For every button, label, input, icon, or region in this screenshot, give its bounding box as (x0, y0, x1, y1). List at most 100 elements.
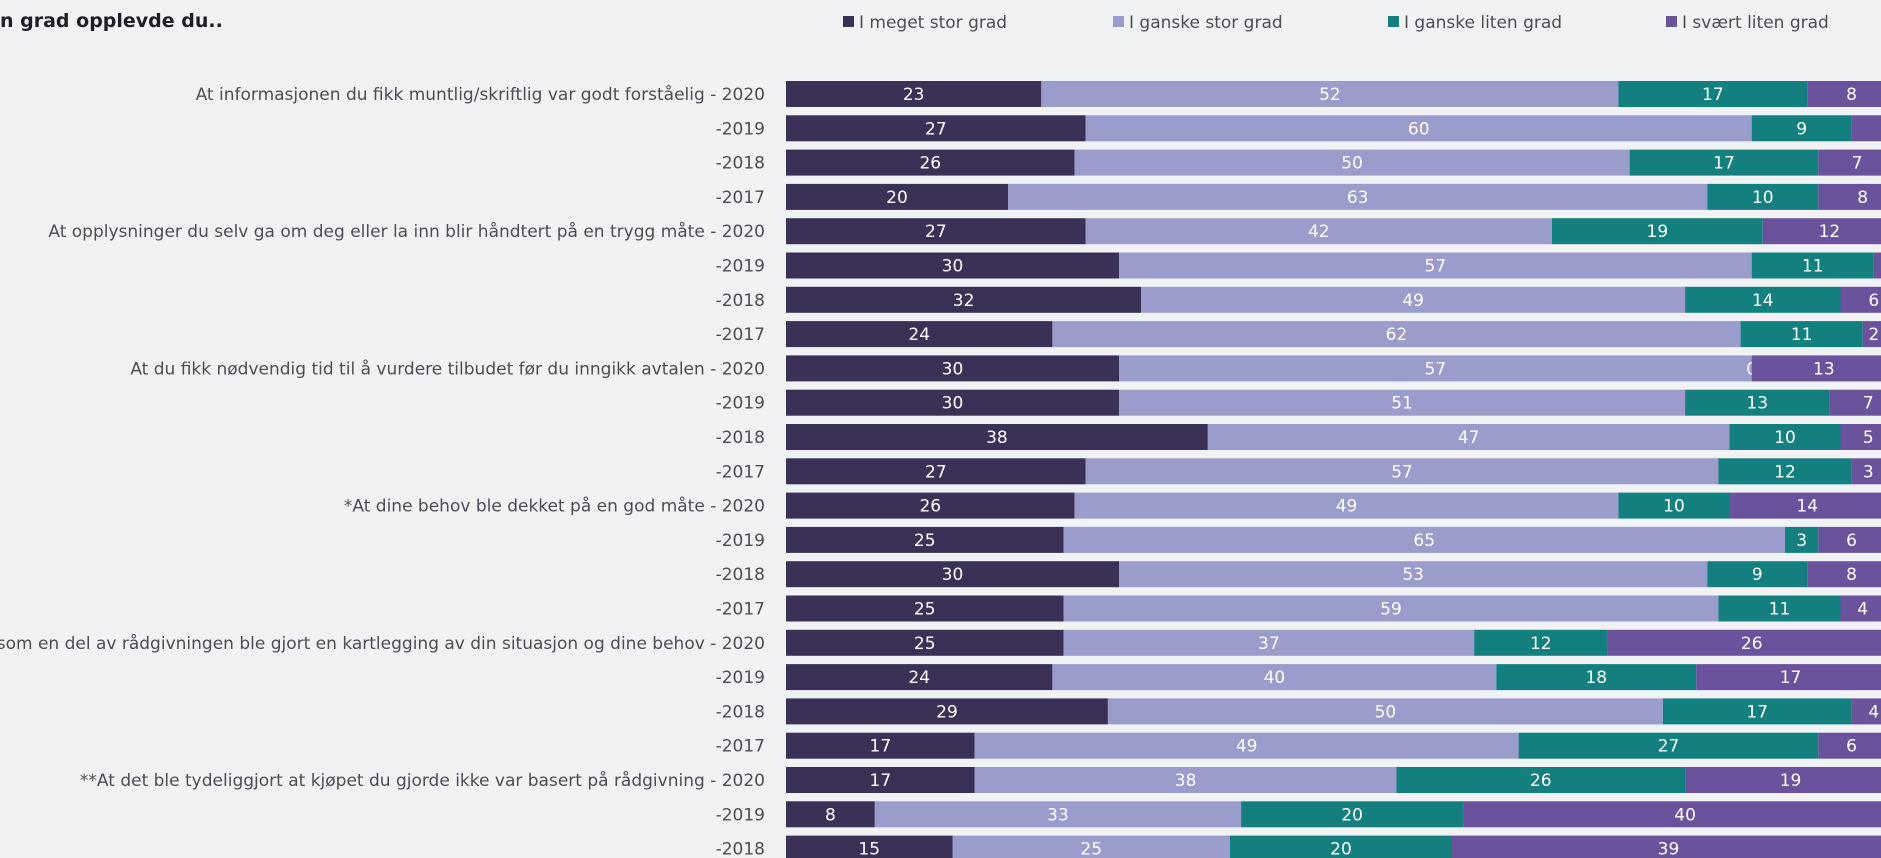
bar-segment (1729, 424, 1841, 450)
data-label: 25 (914, 634, 936, 654)
bar-segment (1063, 526, 1785, 553)
bar-segment (1063, 595, 1719, 622)
legend-label: I ganske stor grad (1129, 13, 1283, 33)
bar-segment (1396, 767, 1686, 793)
data-label: 30 (942, 394, 964, 414)
legend-label: I meget stor grad (859, 13, 1007, 33)
bar-segment (952, 835, 1230, 858)
bar-segment (1718, 595, 1841, 622)
bar-segment (1851, 698, 1881, 725)
row-label: -2019 (716, 394, 765, 414)
bar-segment (1751, 355, 1881, 382)
row-label: -2017 (716, 325, 765, 345)
data-label: 25 (914, 600, 936, 620)
row-label: -2017 (716, 600, 765, 620)
data-label: 17 (1780, 668, 1802, 688)
data-label: 20 (886, 188, 908, 208)
bar-segment (1751, 115, 1852, 142)
bar-segment (1685, 286, 1841, 313)
bar-segment (1074, 149, 1630, 176)
data-label: 24 (908, 325, 930, 345)
bar-segment (1662, 698, 1852, 725)
data-label: 24 (908, 668, 930, 688)
data-label: 17 (870, 737, 892, 757)
data-label: 5 (1863, 428, 1874, 448)
bar-segment (974, 767, 1397, 793)
bar-segment (1629, 149, 1819, 176)
data-label: 30 (942, 257, 964, 277)
bar-segment (1085, 115, 1752, 142)
bar-segment (1241, 801, 1464, 828)
bar-segment (1074, 492, 1619, 519)
bar-segment (1707, 183, 1819, 210)
bar-segment (786, 115, 1086, 142)
data-label: 13 (1813, 359, 1835, 379)
bar-segment (1840, 595, 1881, 622)
bar-segment (1607, 629, 1881, 656)
bar-segment (1740, 321, 1863, 348)
bar-segment (786, 424, 1208, 450)
data-label: 65 (1413, 531, 1435, 551)
data-label: 17 (870, 771, 892, 791)
bar-segment (786, 81, 1042, 107)
bar-segment (1729, 492, 1881, 519)
row-label: -2017 (716, 737, 765, 757)
bar-segment (1829, 389, 1881, 416)
legend-swatch (1388, 16, 1399, 27)
bar-segment (786, 389, 1119, 416)
data-label: 38 (1175, 771, 1197, 791)
data-label: 50 (1341, 154, 1363, 174)
data-label: 10 (1774, 428, 1796, 448)
row-label: -2018 (716, 565, 765, 585)
data-label: 6 (1868, 291, 1879, 311)
data-label: 26 (919, 497, 941, 517)
row-label: -2018 (716, 702, 765, 722)
bar-segment (1840, 424, 1881, 450)
data-label: 19 (1780, 771, 1802, 791)
bar-segment (786, 286, 1142, 313)
row-label: -2017 (716, 462, 765, 482)
bar-segment (786, 183, 1008, 210)
chart-title: n grad opplevde du.. (0, 10, 223, 32)
row-label: -2019 (716, 257, 765, 277)
data-label: 7 (1863, 394, 1874, 414)
bar-segment (1807, 561, 1881, 588)
data-label: 20 (1330, 840, 1352, 858)
row-label: *At det som en del av rådgivningen ble g… (0, 633, 765, 654)
bar-segment (786, 492, 1075, 519)
data-label: 39 (1658, 840, 1680, 858)
data-label: 12 (1819, 222, 1841, 242)
data-label: 49 (1336, 497, 1358, 517)
row-label: -2018 (716, 154, 765, 174)
bar-segment (1452, 835, 1881, 858)
data-label: 27 (925, 119, 947, 139)
bar-segment (786, 595, 1064, 622)
row-label: -2018 (716, 291, 765, 311)
data-label: 63 (1347, 188, 1369, 208)
data-label: 49 (1236, 737, 1258, 757)
bar-segment (1818, 149, 1881, 176)
data-label: 25 (1080, 840, 1102, 858)
data-label: 27 (925, 222, 947, 242)
bar-segment (1107, 698, 1663, 725)
data-label: 4 (1857, 600, 1868, 620)
bar-segment (786, 767, 975, 793)
data-label: 42 (1308, 222, 1330, 242)
data-label: 40 (1674, 805, 1696, 825)
bar-segment (1873, 252, 1881, 279)
bar-segment (786, 801, 875, 828)
data-label: 8 (825, 805, 836, 825)
bar-segment (1141, 286, 1686, 313)
data-label: 18 (1585, 668, 1607, 688)
data-label: 13 (1746, 394, 1768, 414)
data-label: 11 (1769, 600, 1791, 620)
bar-segment (874, 801, 1242, 828)
legend-swatch (1113, 16, 1124, 27)
row-label: -2017 (716, 188, 765, 208)
bar-segment (1751, 252, 1874, 279)
bar-segment (1818, 526, 1881, 553)
bar-segment (1707, 561, 1808, 588)
bar-segment (1085, 218, 1552, 245)
bar-segment (1230, 835, 1452, 858)
bar-segment (786, 355, 1119, 382)
